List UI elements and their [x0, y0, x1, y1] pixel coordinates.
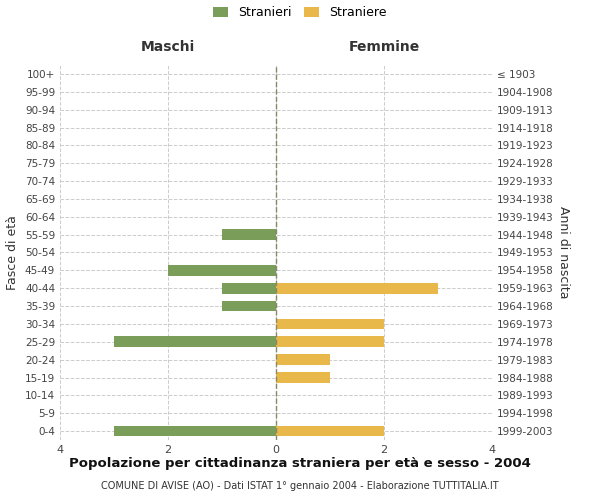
- Bar: [114, 336, 276, 347]
- Bar: [168, 265, 276, 276]
- Bar: [276, 354, 330, 365]
- Bar: [276, 283, 438, 294]
- Text: COMUNE DI AVISE (AO) - Dati ISTAT 1° gennaio 2004 - Elaborazione TUTTITALIA.IT: COMUNE DI AVISE (AO) - Dati ISTAT 1° gen…: [101, 481, 499, 491]
- Bar: [114, 426, 276, 436]
- Bar: [222, 283, 276, 294]
- Bar: [276, 336, 384, 347]
- Text: Popolazione per cittadinanza straniera per età e sesso - 2004: Popolazione per cittadinanza straniera p…: [69, 458, 531, 470]
- Legend: Stranieri, Straniere: Stranieri, Straniere: [213, 6, 387, 19]
- Bar: [276, 318, 384, 330]
- Bar: [276, 372, 330, 383]
- Text: Femmine: Femmine: [349, 40, 419, 54]
- Y-axis label: Fasce di età: Fasce di età: [7, 215, 19, 290]
- Bar: [222, 230, 276, 240]
- Bar: [276, 426, 384, 436]
- Y-axis label: Anni di nascita: Anni di nascita: [557, 206, 570, 298]
- Text: Maschi: Maschi: [141, 40, 195, 54]
- Bar: [222, 300, 276, 312]
